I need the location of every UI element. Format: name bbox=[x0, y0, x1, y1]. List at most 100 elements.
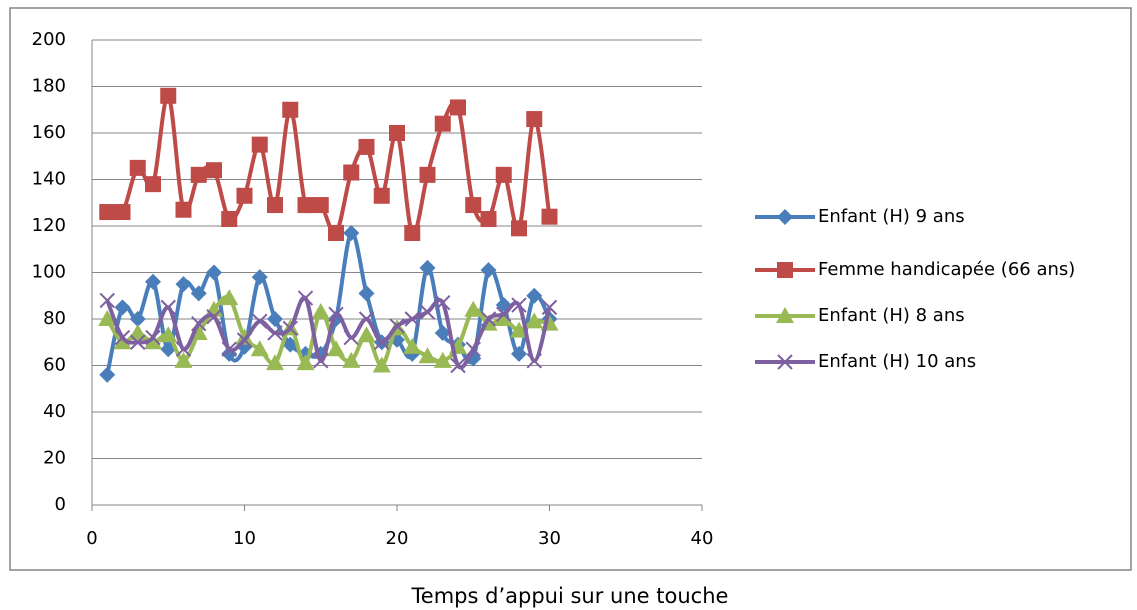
point-marker bbox=[266, 354, 284, 371]
y-tick-label: 0 bbox=[55, 494, 66, 515]
point-marker bbox=[130, 334, 146, 350]
point-marker bbox=[175, 201, 192, 218]
point-marker bbox=[358, 138, 375, 155]
point-marker bbox=[343, 329, 359, 346]
y-tick-label: 20 bbox=[43, 448, 66, 469]
point-marker bbox=[435, 295, 451, 311]
point-marker bbox=[190, 285, 207, 302]
x-tick-label: 30 bbox=[538, 528, 561, 549]
point-marker bbox=[465, 341, 481, 357]
point-marker bbox=[145, 176, 161, 193]
point-marker bbox=[419, 166, 436, 183]
y-tick-label: 200 bbox=[32, 29, 66, 50]
legend-label: Enfant (H) 8 ans bbox=[818, 305, 965, 326]
y-tick-label: 60 bbox=[43, 355, 66, 376]
point-marker bbox=[191, 315, 207, 332]
point-marker bbox=[496, 306, 512, 323]
point-marker bbox=[403, 337, 422, 354]
legend-marker bbox=[776, 307, 794, 323]
legend-label: Enfant (H) 10 ans bbox=[818, 351, 976, 372]
point-marker bbox=[129, 159, 146, 176]
point-marker bbox=[206, 162, 222, 179]
point-marker bbox=[145, 329, 161, 346]
chart-frame bbox=[9, 7, 1132, 571]
point-marker bbox=[404, 224, 421, 241]
point-marker bbox=[343, 164, 360, 181]
x-tick-label: 20 bbox=[386, 528, 409, 549]
point-marker bbox=[450, 99, 466, 116]
point-marker bbox=[220, 289, 239, 306]
point-marker bbox=[114, 299, 131, 316]
y-tick-label: 80 bbox=[43, 308, 66, 329]
point-marker bbox=[494, 310, 513, 326]
x-tick-label: 0 bbox=[86, 528, 97, 549]
point-marker bbox=[343, 224, 360, 241]
point-marker bbox=[525, 312, 544, 329]
point-marker bbox=[374, 334, 390, 350]
point-marker bbox=[99, 366, 116, 383]
point-marker bbox=[251, 269, 268, 286]
point-marker bbox=[160, 87, 177, 104]
point-marker bbox=[419, 304, 436, 320]
point-marker bbox=[511, 297, 527, 313]
point-marker bbox=[144, 333, 162, 350]
y-tick-label: 100 bbox=[32, 262, 66, 283]
point-marker bbox=[235, 328, 254, 345]
point-marker bbox=[434, 115, 451, 132]
point-marker bbox=[221, 341, 237, 357]
x-tick-label: 10 bbox=[233, 528, 256, 549]
point-marker bbox=[389, 318, 405, 334]
point-marker bbox=[433, 351, 452, 368]
point-marker bbox=[358, 285, 375, 302]
point-marker bbox=[434, 324, 451, 341]
point-marker bbox=[206, 308, 222, 325]
point-marker bbox=[480, 211, 497, 228]
point-marker bbox=[252, 313, 268, 330]
point-marker bbox=[526, 287, 543, 304]
point-marker bbox=[159, 326, 178, 343]
point-marker bbox=[114, 329, 131, 346]
point-marker bbox=[511, 220, 527, 237]
legend-marker bbox=[777, 354, 793, 370]
point-marker bbox=[358, 311, 375, 327]
y-tick-label: 160 bbox=[32, 122, 66, 143]
y-tick-label: 40 bbox=[43, 401, 66, 422]
point-marker bbox=[175, 341, 192, 357]
point-marker bbox=[373, 187, 390, 204]
point-marker bbox=[311, 303, 330, 320]
point-marker bbox=[526, 353, 542, 369]
point-marker bbox=[236, 187, 253, 204]
point-marker bbox=[372, 356, 391, 373]
point-marker bbox=[450, 357, 466, 374]
point-marker bbox=[221, 211, 238, 228]
point-marker bbox=[99, 292, 115, 309]
legend-label: Femme handicapée (66 ans) bbox=[818, 259, 1075, 280]
point-marker bbox=[526, 111, 543, 128]
point-marker bbox=[267, 197, 283, 214]
y-tick-label: 140 bbox=[32, 169, 66, 190]
point-marker bbox=[98, 310, 117, 326]
point-marker bbox=[129, 311, 146, 327]
point-marker bbox=[541, 208, 558, 225]
legend-marker bbox=[777, 262, 793, 278]
point-marker bbox=[282, 320, 298, 337]
point-marker bbox=[190, 166, 207, 183]
point-marker bbox=[250, 340, 269, 357]
point-marker bbox=[342, 351, 361, 368]
point-marker bbox=[251, 136, 268, 153]
x-axis-label: Temps d’appui sur une touche bbox=[411, 584, 729, 608]
y-tick-label: 180 bbox=[32, 76, 66, 97]
point-marker bbox=[175, 276, 192, 293]
point-marker bbox=[511, 345, 527, 362]
point-marker bbox=[297, 197, 314, 214]
point-marker bbox=[541, 299, 558, 316]
point-marker bbox=[296, 354, 315, 371]
point-marker bbox=[465, 197, 482, 214]
point-marker bbox=[510, 321, 528, 338]
point-marker bbox=[297, 290, 314, 306]
point-marker bbox=[99, 204, 116, 221]
point-marker bbox=[312, 197, 329, 214]
point-marker bbox=[206, 264, 222, 281]
point-marker bbox=[267, 311, 283, 327]
